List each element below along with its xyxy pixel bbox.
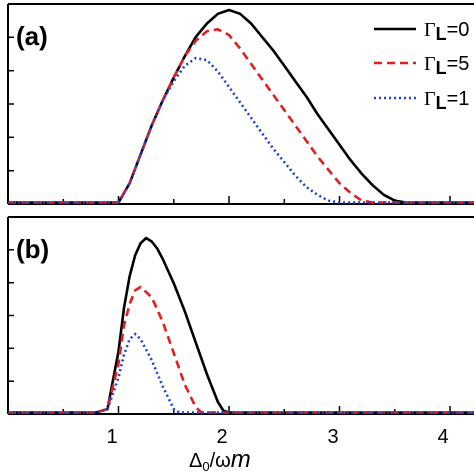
panel-b-curves xyxy=(8,236,474,414)
panel-b: (b) xyxy=(7,216,474,415)
legend-label-1: ΓL=5 xyxy=(424,53,469,78)
series-line-a-1 xyxy=(8,28,474,204)
x-tick-label-2: 2 xyxy=(216,426,227,448)
series-line-b-2 xyxy=(8,332,474,414)
legend: ΓL=0 ΓL=5 ΓL=1 xyxy=(374,19,469,113)
legend-label-0: ΓL=0 xyxy=(424,19,469,44)
panel-a: (a) xyxy=(7,3,474,205)
x-axis-title: Δ0/ωm xyxy=(189,446,251,474)
x-tick-labels: 1 2 3 4 xyxy=(106,426,448,448)
series-line-a-0 xyxy=(8,8,474,204)
series-line-b-0 xyxy=(8,236,474,414)
series-line-a-2 xyxy=(8,56,474,204)
x-tick-label-1: 1 xyxy=(106,426,117,448)
panel-a-curves xyxy=(8,8,474,204)
x-tick-label-3: 3 xyxy=(327,426,338,448)
x-tick-label-4: 4 xyxy=(437,426,448,448)
panel-b-ticks xyxy=(8,249,451,414)
series-line-b-1 xyxy=(8,285,474,414)
panel-a-label: (a) xyxy=(16,21,48,51)
legend-label-2: ΓL=1 xyxy=(424,88,469,113)
panel-b-label: (b) xyxy=(16,234,49,264)
panel-a-ticks xyxy=(8,36,451,204)
